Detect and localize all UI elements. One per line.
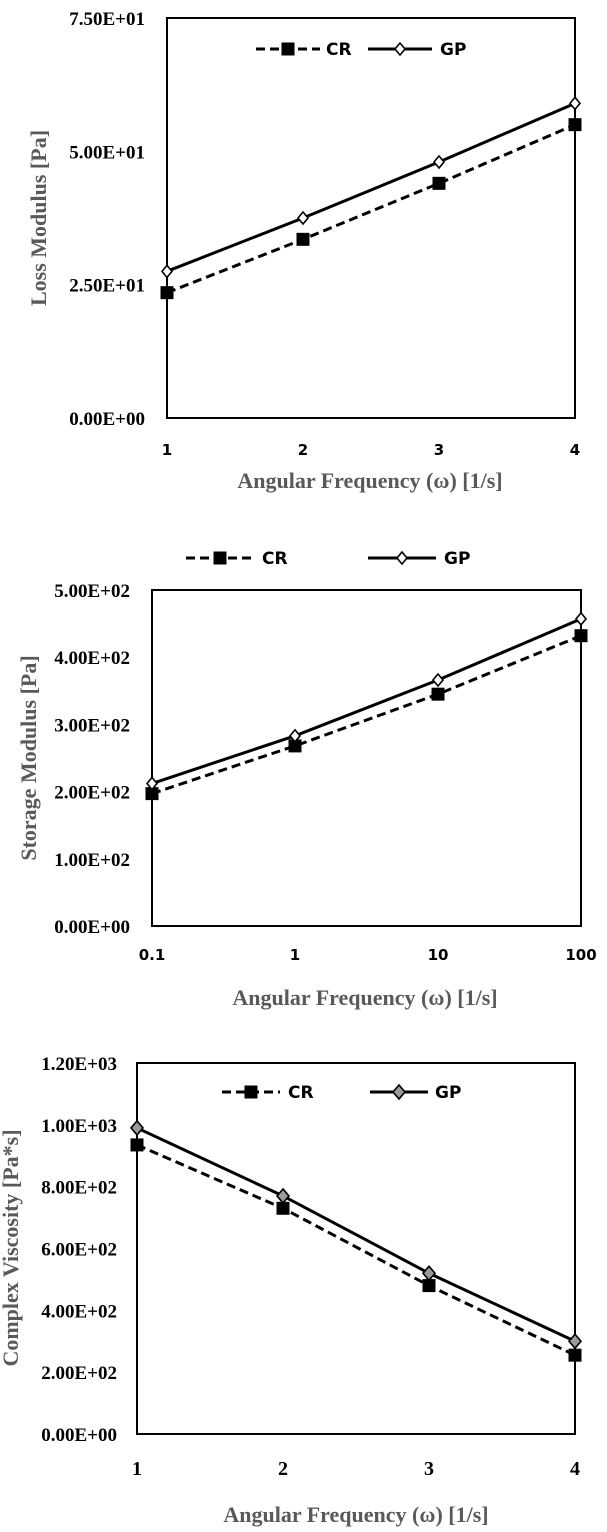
data-point <box>145 776 159 791</box>
x-tick-label: 3 <box>434 441 444 459</box>
x-tick-label: 0.1 <box>139 946 166 964</box>
legend-label: GP <box>435 1083 461 1103</box>
data-point <box>130 1138 144 1152</box>
legend-label: GP <box>444 549 470 569</box>
y-tick-label: 7.50E+01 <box>69 9 145 30</box>
series-line <box>166 123 576 295</box>
legend-marker <box>395 550 409 566</box>
data-point <box>296 232 310 246</box>
y-tick-label: 2.00E+02 <box>41 1363 117 1384</box>
x-axis-title: Angular Frequency (ω) [1/s] <box>223 1502 488 1527</box>
data-point <box>574 611 588 627</box>
legend-marker <box>393 41 407 57</box>
plot-area <box>151 589 582 927</box>
data-point <box>129 1119 145 1137</box>
y-tick-label: 4.00E+02 <box>54 648 130 669</box>
legend-item-cr: CR <box>222 1083 314 1103</box>
legend-item-gp: GP <box>370 1083 461 1103</box>
data-point <box>431 687 445 701</box>
y-tick-label: 5.00E+02 <box>54 581 130 602</box>
data-point <box>275 1187 291 1205</box>
y-tick-label: 8.00E+02 <box>41 1178 117 1199</box>
data-point <box>432 154 446 170</box>
y-tick-label: 2.00E+02 <box>54 783 130 804</box>
data-point <box>431 672 445 688</box>
x-tick-label: 1 <box>162 441 172 459</box>
data-point <box>421 1265 437 1282</box>
y-tick-label: 2.50E+01 <box>69 276 145 297</box>
legend-label: CR <box>262 549 288 569</box>
y-tick-label: 0.00E+00 <box>41 1425 117 1446</box>
data-point <box>568 1348 582 1362</box>
legend-label: CR <box>326 40 352 60</box>
y-tick-label: 1.20E+03 <box>41 1054 117 1075</box>
data-point <box>296 210 310 226</box>
y-tick-label: 4.00E+02 <box>41 1301 117 1322</box>
x-axis-title: Angular Frequency (ω) [1/s] <box>232 985 497 1010</box>
y-axis-title: Storage Modulus [Pa] <box>16 655 41 860</box>
data-point <box>160 286 174 300</box>
chart-1: 0.00E+00 2.50E+01 5.00E+01 7.50E+01 1 2 3 4 Angu… <box>26 9 582 493</box>
legend-marker <box>391 1083 407 1101</box>
series-line <box>166 101 576 273</box>
y-tick-label: 1.00E+02 <box>54 850 130 871</box>
x-axis-title: Angular Frequency (ω) [1/s] <box>237 468 502 493</box>
series-gp <box>129 1119 583 1350</box>
x-tick-label: 2 <box>278 1458 288 1480</box>
legend-item-gp: GP <box>368 549 470 569</box>
series-cr <box>160 118 582 300</box>
x-tick-label: 10 <box>428 946 449 964</box>
legend-marker <box>213 551 227 565</box>
y-tick-label: 0.00E+00 <box>54 917 130 938</box>
series-line <box>151 634 582 796</box>
y-tick-label: 3.00E+02 <box>54 715 130 736</box>
y-tick-label: 1.00E+03 <box>41 1116 117 1137</box>
legend-marker <box>244 1085 258 1099</box>
x-tick-label: 4 <box>570 1458 580 1480</box>
series-gp <box>160 96 582 279</box>
legend-label: CR <box>288 1083 314 1103</box>
data-point <box>288 728 302 744</box>
y-axis-title: Loss Modulus [Pa] <box>26 130 51 306</box>
data-point <box>160 264 174 279</box>
data-point <box>432 176 446 190</box>
series-cr <box>130 1138 582 1362</box>
data-point <box>288 739 302 753</box>
y-tick-label: 6.00E+02 <box>41 1240 117 1261</box>
data-point <box>145 787 159 801</box>
x-tick-label: 4 <box>570 441 580 459</box>
data-point <box>276 1201 290 1215</box>
data-point <box>568 118 582 132</box>
x-tick-label: 1 <box>132 1458 142 1480</box>
series-gp <box>145 611 588 791</box>
x-tick-label: 2 <box>298 441 308 459</box>
plot-area <box>136 1062 576 1435</box>
data-point <box>574 629 588 643</box>
chart-3: 0.00E+00 2.00E+02 4.00E+02 6.00E+02 8.00E+02… <box>0 1054 583 1527</box>
x-tick-label: 3 <box>424 1458 434 1480</box>
data-point <box>422 1279 436 1293</box>
legend-item-cr: CR <box>256 40 352 60</box>
legend-item-cr: CR <box>186 549 288 569</box>
legend-marker <box>281 42 295 56</box>
legend-item-gp: GP <box>368 40 466 60</box>
series-line <box>136 1143 576 1357</box>
data-point <box>568 96 582 111</box>
x-tick-label: 100 <box>565 946 596 964</box>
series-line <box>136 1126 576 1343</box>
series-line <box>151 617 582 785</box>
plot-area <box>166 17 576 419</box>
x-tick-label: 1 <box>290 946 300 964</box>
legend-label: GP <box>440 40 466 60</box>
data-point <box>567 1333 583 1350</box>
y-tick-label: 5.00E+01 <box>69 142 145 163</box>
y-tick-label: 0.00E+00 <box>69 409 145 430</box>
chart-2: 0.00E+00 1.00E+02 2.00E+02 3.00E+02 4.00E+02… <box>16 549 597 1010</box>
y-axis-title: Complex Viscosity [Pa*s] <box>0 1129 23 1366</box>
series-cr <box>145 629 588 801</box>
